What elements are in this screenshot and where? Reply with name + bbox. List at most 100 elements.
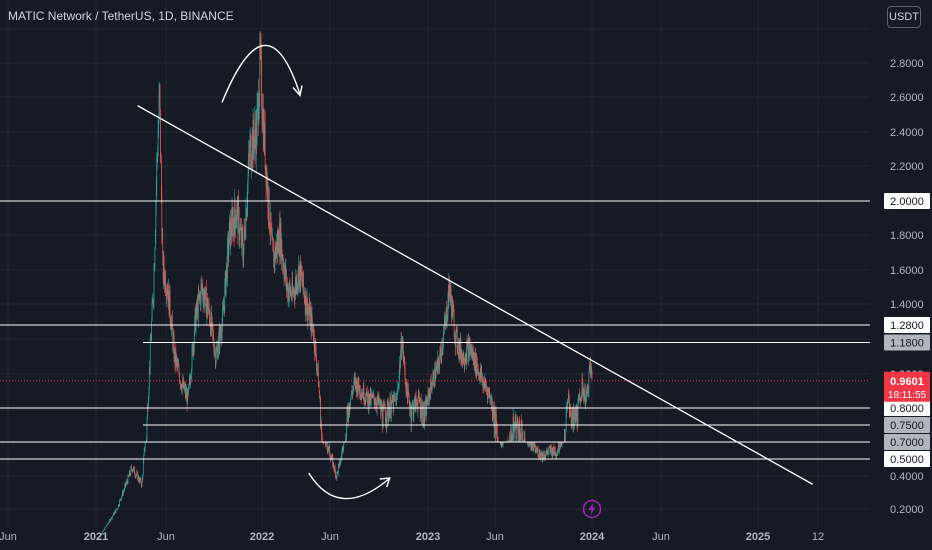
candle-body (268, 187, 270, 219)
candle-body (154, 248, 156, 268)
candle (401, 346, 403, 360)
candle-body (253, 140, 255, 154)
candle-body (272, 238, 273, 240)
candle-body (329, 445, 330, 455)
candle (476, 360, 478, 378)
candle (267, 175, 269, 220)
level-price-tag: 2.0000 (884, 193, 930, 209)
candle-body (550, 447, 552, 453)
candle-body (99, 536, 101, 537)
candle (378, 391, 380, 407)
candle (288, 283, 290, 308)
candle (531, 442, 533, 450)
candle-body (177, 363, 179, 366)
candle (429, 391, 431, 400)
candle-body (135, 474, 137, 476)
candle (232, 199, 233, 218)
candle-body (439, 359, 440, 370)
candle-body (192, 344, 193, 347)
candle (317, 368, 318, 377)
candle (519, 419, 521, 442)
candle (168, 283, 170, 318)
candle (436, 363, 437, 373)
candle-body (102, 531, 103, 534)
candle (539, 448, 540, 459)
candle (174, 347, 176, 371)
candle (118, 503, 120, 507)
candle (247, 179, 248, 217)
candle (136, 470, 138, 474)
candle (304, 295, 306, 315)
candle-body (242, 254, 244, 266)
candle (317, 362, 319, 376)
candle (359, 385, 361, 394)
candle-body (126, 480, 128, 482)
candle-body (545, 452, 547, 454)
candle (494, 407, 495, 438)
candle (171, 313, 173, 331)
candle (441, 339, 443, 365)
candle-body (221, 324, 223, 340)
candle-body (188, 387, 189, 395)
lightning-bolt-icon[interactable] (582, 499, 602, 519)
candle-body (538, 456, 539, 458)
candle-body (494, 410, 496, 415)
candle (166, 283, 167, 304)
candle-body (359, 385, 361, 396)
candle (149, 333, 151, 375)
candle-body (549, 446, 551, 448)
candle-body (366, 388, 368, 394)
candle (161, 228, 163, 241)
candle-body (202, 286, 204, 297)
candle-body (197, 292, 199, 320)
candle (554, 450, 555, 456)
candle-body (283, 272, 285, 280)
candle (291, 291, 293, 301)
candle-body (224, 272, 226, 285)
candle (385, 414, 387, 423)
candle (245, 232, 246, 239)
currency-button[interactable]: USDT (887, 6, 921, 28)
candle (492, 406, 494, 419)
candle (297, 286, 298, 295)
candle-body (540, 452, 542, 456)
candle (580, 398, 582, 405)
level-price-tag: 0.8000 (884, 400, 930, 416)
candle-body (316, 368, 318, 370)
candle (565, 406, 567, 433)
candle (555, 454, 557, 458)
candle (250, 153, 252, 169)
candle (368, 389, 369, 414)
candle-body (332, 456, 334, 467)
candle-body (171, 322, 172, 331)
candle (437, 357, 439, 367)
candle-body (207, 309, 209, 314)
candle-body (529, 443, 530, 446)
candle-body (175, 349, 177, 366)
candle (303, 287, 305, 305)
candle (568, 395, 570, 418)
candle (371, 392, 373, 397)
candle-body (395, 398, 397, 406)
candle (179, 372, 180, 385)
candle-body (312, 334, 314, 339)
candle (148, 360, 150, 395)
candle (383, 398, 385, 408)
candle (511, 433, 513, 442)
candle-body (129, 474, 131, 476)
candle-body (352, 389, 354, 395)
candle-body (445, 308, 447, 315)
candle (288, 286, 289, 302)
candle-body (484, 379, 486, 384)
candle-body (342, 446, 343, 452)
candle (197, 286, 199, 329)
candle-body (130, 467, 132, 475)
candle-body (567, 398, 569, 401)
drawings (137, 44, 813, 500)
candle (213, 338, 215, 357)
candle (127, 473, 129, 484)
candle-body (339, 461, 340, 467)
candle (267, 209, 269, 230)
candle (408, 394, 410, 407)
